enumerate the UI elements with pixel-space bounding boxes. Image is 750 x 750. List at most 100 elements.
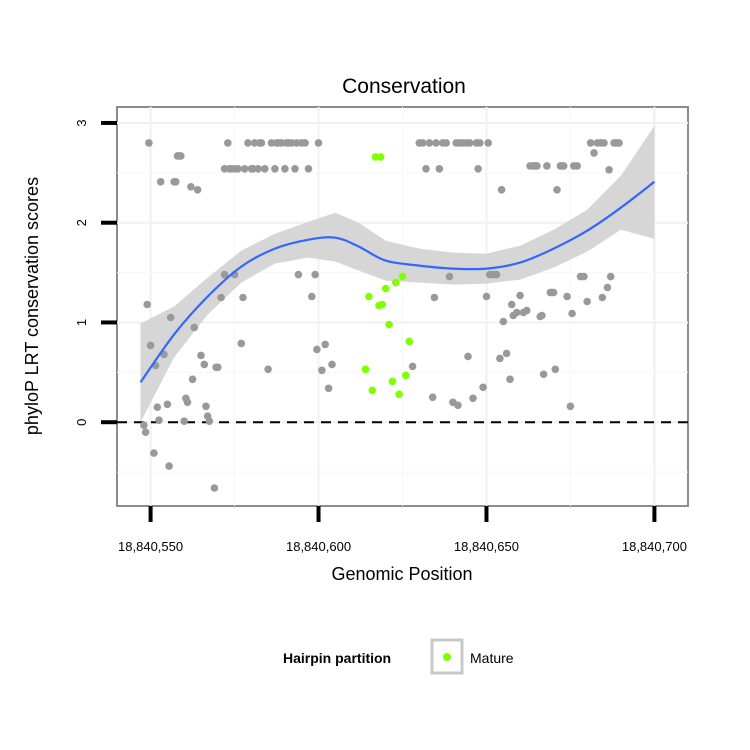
point-s0-148 <box>600 139 608 147</box>
point-s0-28 <box>202 402 210 411</box>
point-s0-149 <box>603 283 612 292</box>
point-s1-8 <box>385 320 393 329</box>
point-s0-71 <box>311 270 320 279</box>
point-s0-109 <box>497 186 506 194</box>
point-s0-46 <box>244 139 252 147</box>
point-s0-24 <box>190 323 199 332</box>
point-s0-8 <box>155 416 163 425</box>
point-s0-7 <box>153 403 162 412</box>
y-tick-label-2: 2 <box>74 219 89 226</box>
point-s0-139 <box>573 162 581 170</box>
point-s0-111 <box>502 349 511 358</box>
point-s1-2 <box>368 386 377 395</box>
smooth-curve <box>139 180 656 383</box>
point-s0-66 <box>294 270 303 279</box>
confidence-band-area <box>140 126 655 423</box>
point-s0-113 <box>507 300 516 309</box>
point-s0-18 <box>177 152 185 160</box>
point-s0-37 <box>224 139 232 147</box>
point-s0-97 <box>465 139 474 147</box>
point-s0-116 <box>516 291 524 300</box>
legend-key-mature-dot <box>443 653 451 661</box>
point-s0-80 <box>418 139 427 147</box>
point-s0-96 <box>464 352 472 361</box>
point-s0-60 <box>281 165 289 173</box>
point-s0-124 <box>538 311 546 320</box>
point-s0-151 <box>606 272 615 281</box>
x-tick-label-0: 18,840,550 <box>118 539 183 554</box>
point-s0-103 <box>482 292 491 301</box>
point-s0-34 <box>217 293 225 302</box>
axes: 18,840,550 18,840,600 18,840,650 18,840,700… <box>74 119 687 554</box>
point-s0-115 <box>512 308 521 317</box>
y-axis-title: phyloP LRT conservation scores <box>22 177 42 435</box>
point-s0-92 <box>454 401 462 410</box>
point-s0-112 <box>506 375 514 384</box>
chart-title: Conservation <box>342 75 466 98</box>
point-s0-42 <box>234 165 242 173</box>
point-s0-77 <box>328 360 336 369</box>
point-s0-4 <box>146 341 155 350</box>
point-s0-73 <box>314 139 323 147</box>
point-s0-125 <box>539 370 548 379</box>
point-s0-101 <box>476 139 484 147</box>
point-s1-13 <box>402 371 410 380</box>
point-s0-82 <box>425 139 434 147</box>
point-s0-100 <box>474 165 482 173</box>
point-s0-74 <box>318 366 326 375</box>
point-s0-143 <box>586 139 595 147</box>
point-s0-136 <box>566 402 575 411</box>
point-s0-84 <box>430 293 439 302</box>
point-s0-5 <box>150 449 158 457</box>
point-s0-69 <box>304 165 313 173</box>
point-s0-108 <box>496 354 504 363</box>
point-s1-7 <box>381 284 390 293</box>
point-s1-12 <box>398 272 407 281</box>
y-tick-label-0: 0 <box>74 419 89 426</box>
point-s0-12 <box>165 462 173 470</box>
point-s0-36 <box>220 270 229 279</box>
point-s1-10 <box>392 278 400 287</box>
point-s0-64 <box>291 165 299 173</box>
point-s0-147 <box>598 293 607 302</box>
legend-label-mature: Mature <box>470 650 514 666</box>
point-s0-72 <box>313 345 321 354</box>
point-s0-130 <box>551 365 560 374</box>
point-s0-104 <box>484 139 493 147</box>
point-s0-45 <box>240 165 249 173</box>
point-s0-53 <box>261 165 269 173</box>
point-s0-56 <box>271 165 279 173</box>
point-s0-131 <box>553 186 561 194</box>
point-s0-102 <box>479 383 487 392</box>
point-s0-9 <box>156 178 165 186</box>
legend-key <box>430 638 464 675</box>
point-s0-134 <box>559 162 568 170</box>
legend-title: Hairpin partition <box>283 650 391 666</box>
point-s0-25 <box>193 186 202 194</box>
smooth-line <box>139 180 656 383</box>
point-s1-1 <box>365 292 373 301</box>
point-s0-11 <box>163 400 172 409</box>
data-points <box>140 139 623 492</box>
point-s0-22 <box>187 183 195 191</box>
point-s0-54 <box>264 365 272 374</box>
point-s0-30 <box>205 417 214 426</box>
point-s0-129 <box>549 288 558 297</box>
point-s0-15 <box>172 178 180 186</box>
point-s1-11 <box>395 390 403 399</box>
point-s0-144 <box>590 149 598 157</box>
grid-lines <box>117 107 688 506</box>
point-s0-107 <box>492 270 501 279</box>
point-s0-83 <box>428 393 437 402</box>
point-s0-142 <box>583 297 591 306</box>
x-tick-label-3: 18,840,700 <box>622 539 687 554</box>
point-s1-14 <box>405 337 414 346</box>
confidence-band <box>140 126 655 423</box>
point-s1-0 <box>361 365 370 374</box>
point-s0-44 <box>239 293 247 302</box>
point-s0-50 <box>254 165 262 173</box>
point-s0-126 <box>543 162 551 170</box>
point-s0-23 <box>188 375 197 384</box>
point-s0-137 <box>568 309 576 318</box>
